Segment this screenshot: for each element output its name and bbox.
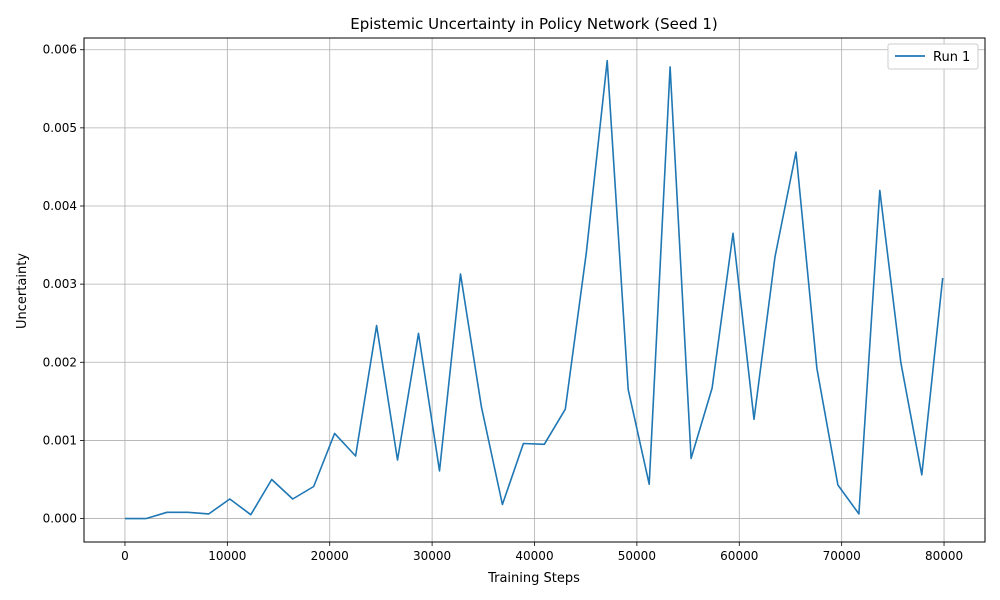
- y-tick-label: 0.003: [43, 277, 77, 291]
- y-axis-title: Uncertainty: [15, 253, 30, 329]
- x-tick-label: 10000: [208, 549, 246, 563]
- x-axis: 0 10000 20000 30000 40000 50000 60000 70000 8000…: [121, 542, 963, 563]
- legend-label-run-1: Run 1: [933, 50, 970, 65]
- x-axis-title: Training Steps: [487, 571, 580, 586]
- x-tick-label: 30000: [413, 549, 451, 563]
- legend-box: [887, 43, 979, 70]
- series-line-1: [125, 59, 944, 520]
- x-tick-label: 50000: [618, 549, 656, 563]
- legend: Run 1: [887, 43, 979, 70]
- y-tick-label: 0.001: [43, 433, 77, 447]
- y-tick-label: 0.000: [43, 512, 77, 526]
- x-tick-label: 20000: [311, 549, 349, 563]
- series-layer: [125, 59, 944, 520]
- x-tick-label: 80000: [925, 549, 963, 563]
- y-tick-label: 0.005: [43, 121, 77, 135]
- x-tick-label: 40000: [515, 549, 553, 563]
- y-tick-label: 0.006: [43, 43, 77, 57]
- x-tick-label: 60000: [720, 549, 758, 563]
- y-tick-label: 0.004: [43, 199, 77, 213]
- y-axis: 0.000 0.001 0.002 0.003 0.004 0.005 0.006: [43, 43, 84, 526]
- y-tick-label: 0.002: [43, 355, 77, 369]
- grid: [84, 38, 985, 542]
- x-tick-label: 70000: [823, 549, 861, 563]
- chart-title: Epistemic Uncertainty in Policy Network …: [350, 15, 718, 33]
- x-tick-label: 0: [121, 549, 129, 563]
